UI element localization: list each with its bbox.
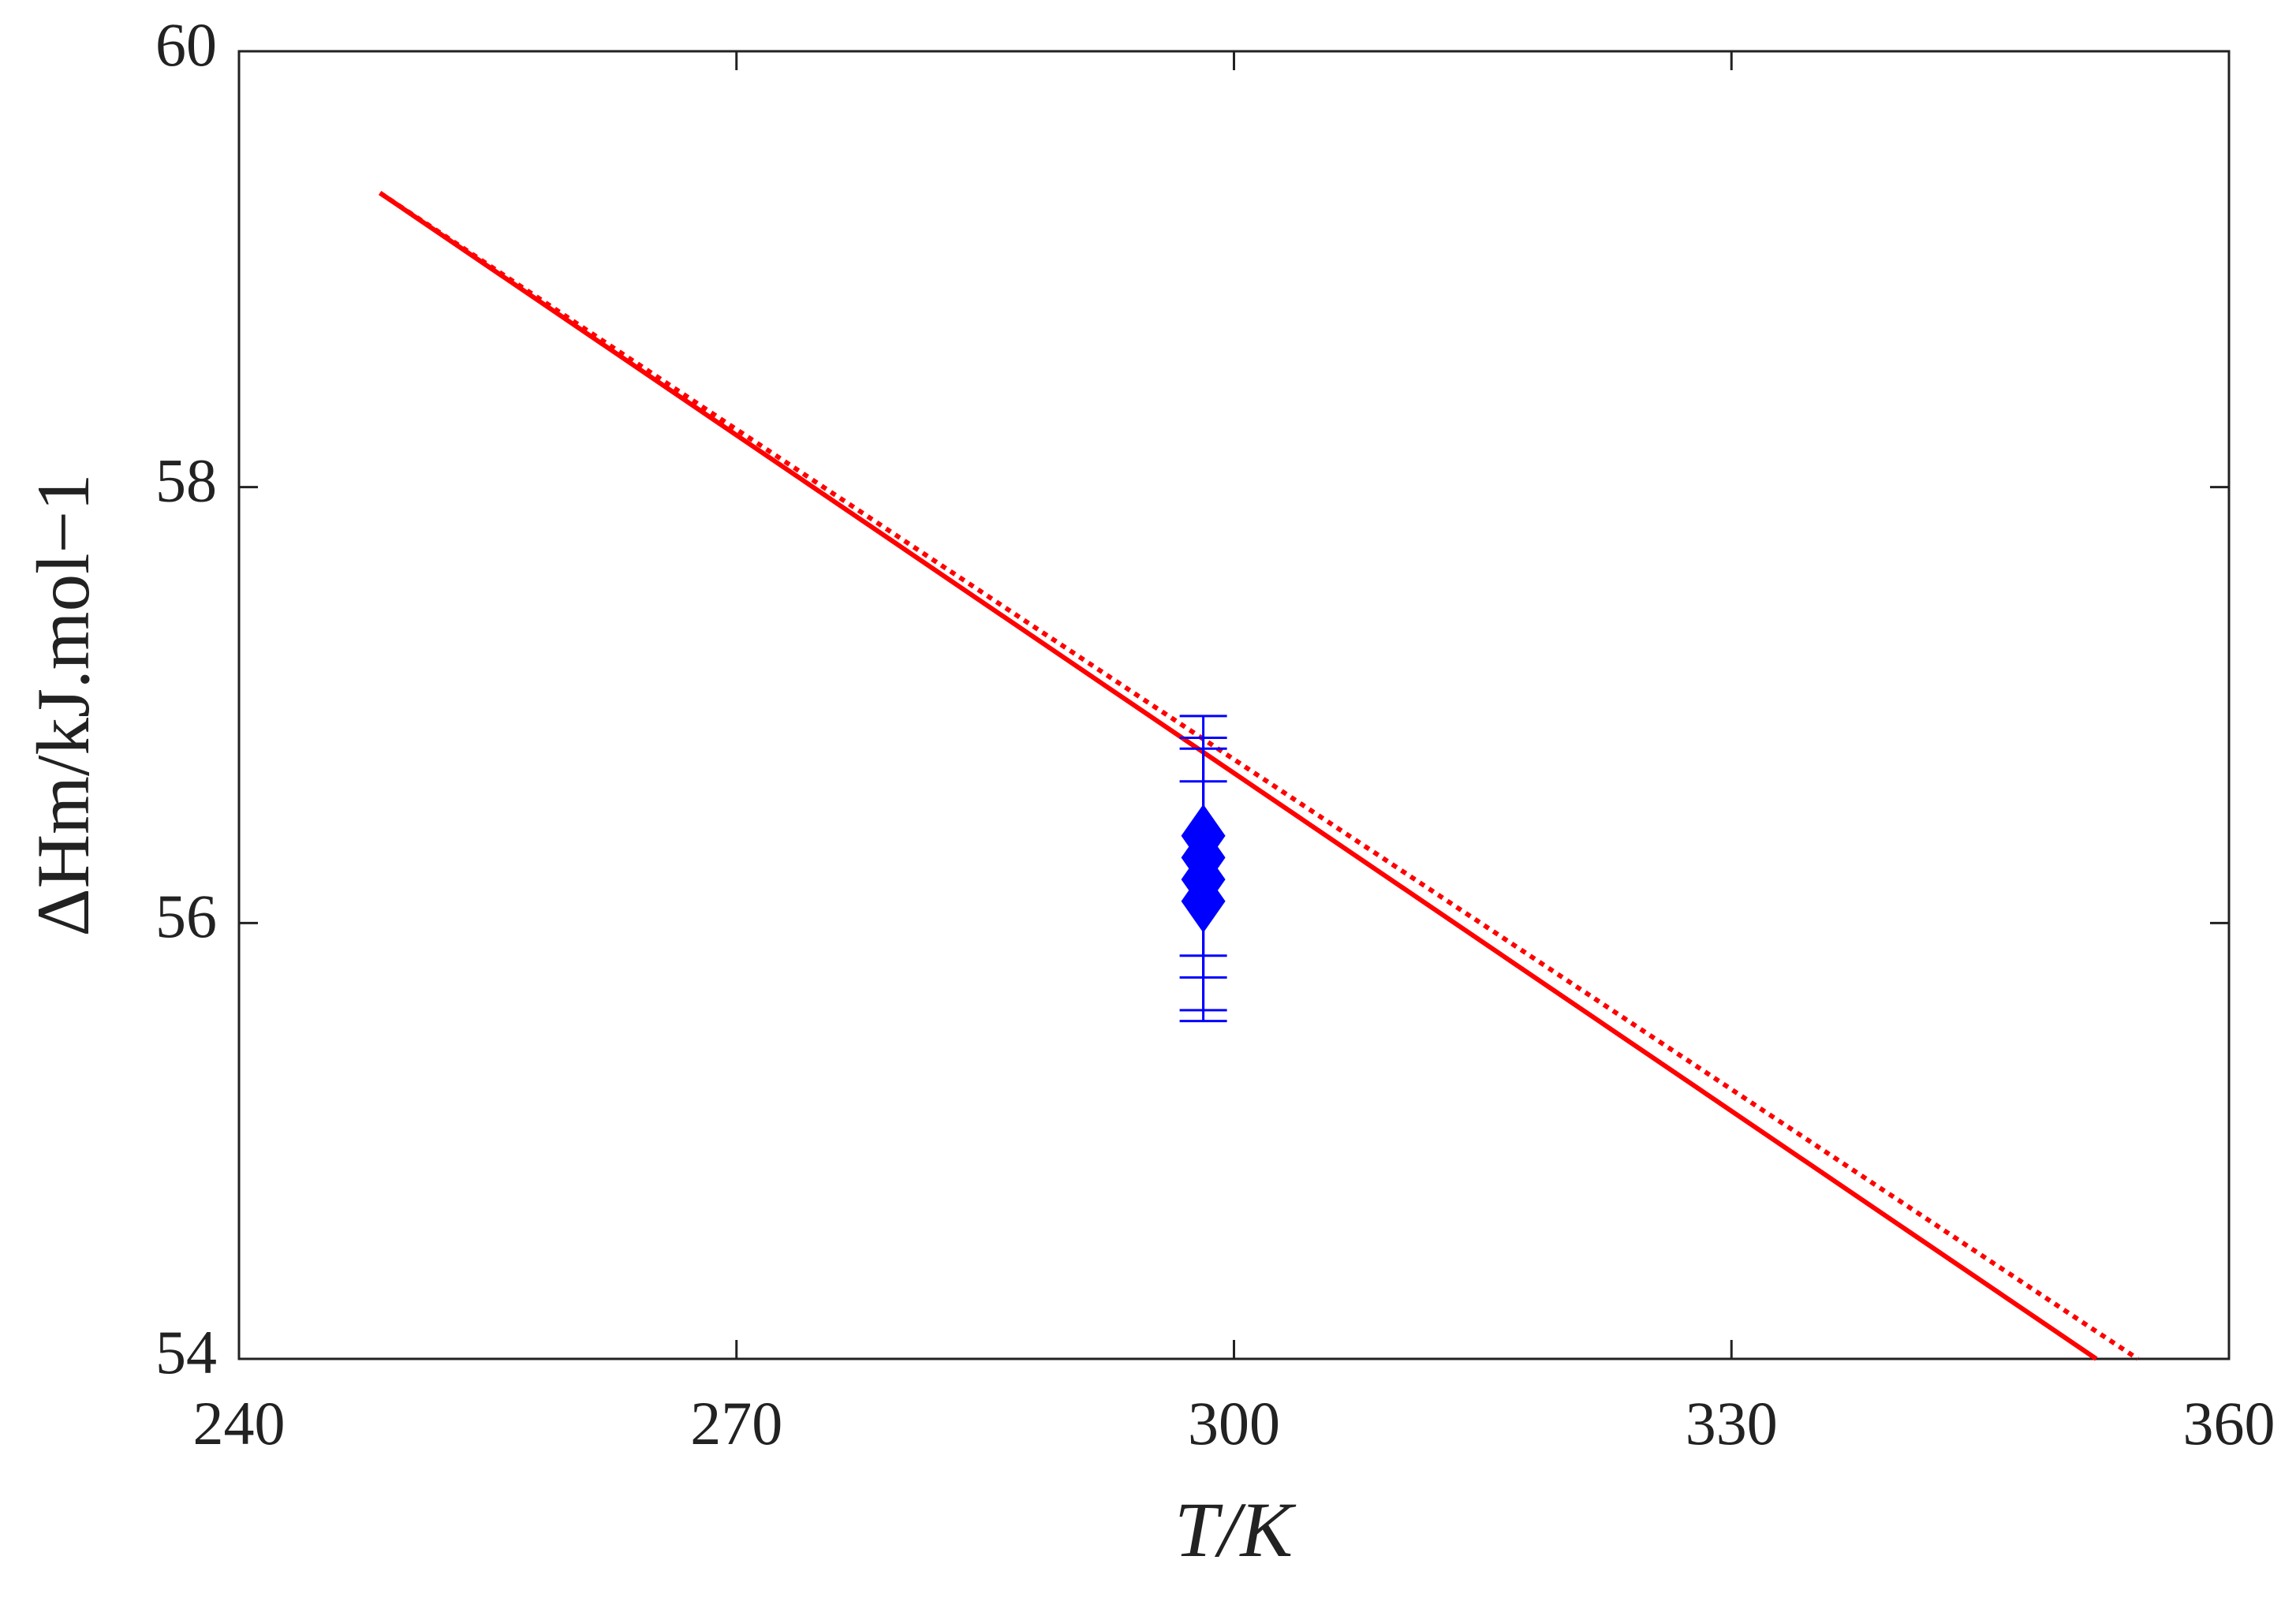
x-tick-label: 300 — [1188, 1389, 1280, 1457]
x-axis-label: T/K — [1174, 1486, 1296, 1573]
x-tick-label: 330 — [1686, 1389, 1778, 1457]
x-tick-label: 360 — [2183, 1389, 2275, 1457]
y-tick-label: 60 — [155, 10, 217, 79]
diamond-marker — [1181, 804, 1226, 868]
x-tick-label: 240 — [193, 1389, 286, 1457]
y-tick-label: 56 — [155, 882, 217, 950]
plot-frame — [237, 50, 2231, 1360]
y-tick-label: 54 — [155, 1318, 217, 1386]
y-axis-label: ΔHm/kJ.mol−1 — [21, 473, 105, 936]
line — [379, 191, 2098, 1361]
y-tick-label: 58 — [155, 446, 217, 515]
line — [379, 191, 2140, 1361]
x-tick-label: 270 — [690, 1389, 782, 1457]
